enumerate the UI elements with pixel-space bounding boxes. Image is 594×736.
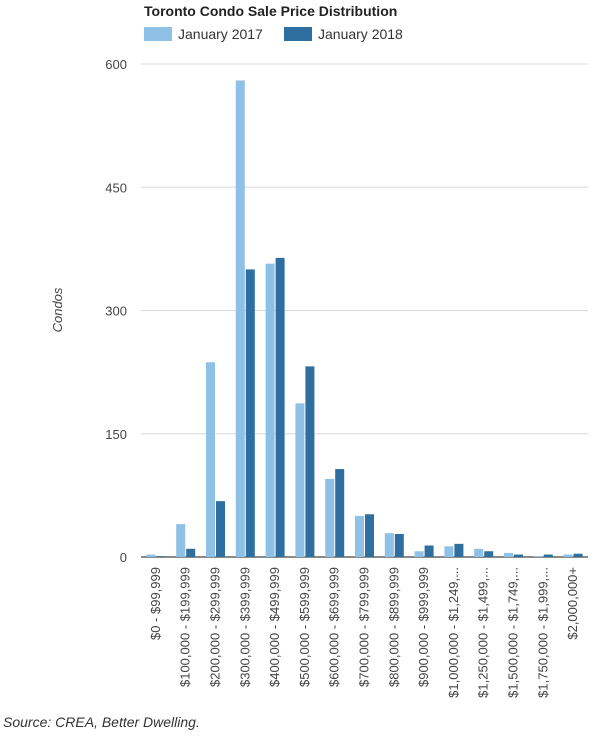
bar-january-2018-1-500-000-1-749 bbox=[514, 554, 523, 557]
legend-swatch-january-2017 bbox=[144, 27, 172, 41]
x-axis-ticks: $0 - $99,999 $100,000 - $199,999 $200,000 … bbox=[148, 567, 580, 698]
legend-swatch-january-2018 bbox=[284, 27, 312, 41]
x-tick-label-1-750-000-1-999: $1,750,000 - $1,999,... bbox=[535, 567, 550, 698]
bar-january-2018-300-000-399-999 bbox=[245, 269, 255, 557]
x-tick-label-100-000-199-999: $100,000 - $199,999 bbox=[178, 567, 193, 687]
bar-january-2017-200-000-299-999 bbox=[206, 362, 215, 557]
bar-january-2017-1-500-000-1-749 bbox=[504, 552, 513, 557]
x-tick-label-500-000-599-999: $500,000 - $599,999 bbox=[297, 567, 312, 687]
x-tick-label-2-000-000: $2,000,000+ bbox=[565, 567, 580, 640]
bar-january-2017-2-000-000 bbox=[563, 554, 573, 557]
bar-january-2018-500-000-599-999 bbox=[305, 366, 315, 557]
bar-january-2018-700-000-799-999 bbox=[365, 514, 374, 557]
bar-january-2017-0-99-999 bbox=[146, 554, 156, 557]
legend-label-january-2018: January 2018 bbox=[318, 26, 403, 42]
x-tick-label-700-000-799-999: $700,000 - $799,999 bbox=[357, 567, 372, 687]
y-tick-label: 150 bbox=[105, 427, 127, 442]
x-tick-label-800-000-899-999: $800,000 - $899,999 bbox=[386, 567, 401, 687]
bar-january-2018-900-000-999-999 bbox=[424, 545, 434, 557]
bars bbox=[146, 80, 583, 557]
x-tick-label-0-99-999: $0 - $99,999 bbox=[148, 567, 163, 640]
y-axis-label: Condos bbox=[50, 287, 65, 332]
x-tick-label-400-000-499-999: $400,000 - $499,999 bbox=[267, 567, 282, 687]
y-axis-ticks: 0 150 300 450 600 bbox=[105, 57, 127, 565]
x-tick-label-200-000-299-999: $200,000 - $299,999 bbox=[208, 567, 223, 687]
x-tick-label-900-000-999-999: $900,000 - $999,999 bbox=[416, 567, 431, 687]
bar-january-2018-400-000-499-999 bbox=[275, 257, 285, 557]
bar-january-2017-1-750-000-1-999 bbox=[533, 556, 543, 557]
bar-january-2017-800-000-899-999 bbox=[384, 533, 394, 557]
bar-january-2017-400-000-499-999 bbox=[265, 263, 275, 557]
y-tick-label: 600 bbox=[105, 57, 127, 72]
bar-january-2017-300-000-399-999 bbox=[235, 80, 245, 557]
y-tick-label: 300 bbox=[105, 304, 127, 319]
bar-january-2018-1-750-000-1-999 bbox=[543, 554, 553, 557]
bar-january-2017-900-000-999-999 bbox=[414, 551, 424, 557]
x-tick-label-600-000-699-999: $600,000 - $699,999 bbox=[327, 567, 342, 687]
x-tick-label-1-000-000-1-249: $1,000,000 - $1,249,... bbox=[446, 567, 461, 698]
y-tick-label: 0 bbox=[120, 550, 127, 565]
bar-january-2018-100-000-199-999 bbox=[186, 548, 196, 557]
x-tick-label-300-000-399-999: $300,000 - $399,999 bbox=[237, 567, 252, 687]
x-tick-label-1-500-000-1-749: $1,500,000 - $1,749,... bbox=[506, 567, 521, 698]
y-tick-label: 450 bbox=[105, 180, 127, 195]
bar-january-2018-1-250-000-1-499 bbox=[484, 551, 494, 557]
bar-january-2018-2-000-000 bbox=[573, 553, 583, 557]
bar-january-2017-600-000-699-999 bbox=[325, 478, 335, 557]
chart-title: Toronto Condo Sale Price Distribution bbox=[144, 3, 397, 19]
bar-january-2018-0-99-999 bbox=[156, 556, 166, 557]
bar-january-2018-200-000-299-999 bbox=[216, 501, 225, 557]
watermark: 头条号 / 海外聚焦AiEAC bbox=[318, 704, 526, 726]
bar-january-2018-800-000-899-999 bbox=[394, 533, 404, 557]
bar-january-2017-500-000-599-999 bbox=[295, 403, 305, 557]
bar-january-2017-1-250-000-1-499 bbox=[474, 548, 484, 557]
bar-january-2017-1-000-000-1-249 bbox=[444, 546, 454, 557]
bar-january-2017-700-000-799-999 bbox=[355, 515, 364, 557]
source-note: Source: CREA, Better Dwelling. bbox=[3, 714, 200, 730]
bar-january-2018-600-000-699-999 bbox=[335, 469, 345, 557]
gridlines bbox=[141, 63, 588, 558]
legend: January 2017 January 2018 bbox=[144, 26, 403, 42]
legend-label-january-2017: January 2017 bbox=[178, 26, 263, 42]
bar-january-2018-1-000-000-1-249 bbox=[454, 543, 464, 557]
x-tick-label-1-250-000-1-499: $1,250,000 - $1,499,... bbox=[476, 567, 491, 698]
bar-january-2017-100-000-199-999 bbox=[176, 524, 186, 557]
